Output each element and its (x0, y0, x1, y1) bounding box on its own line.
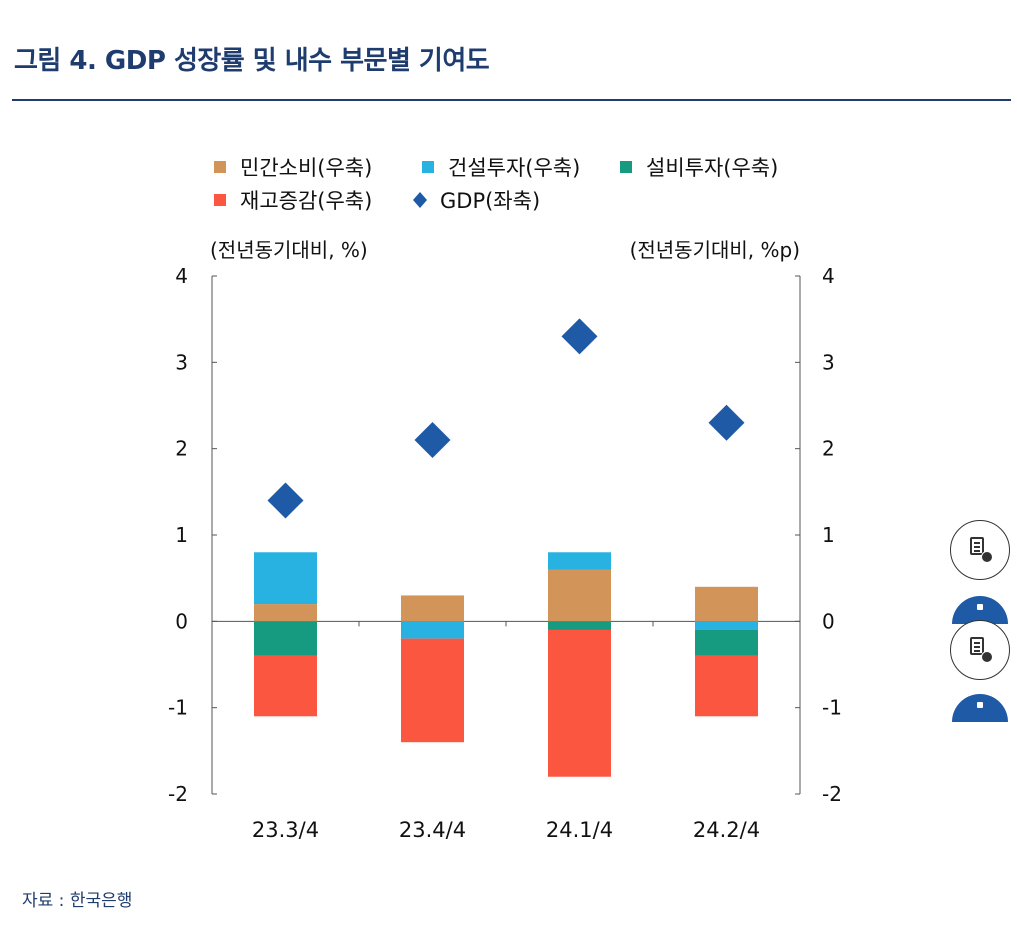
left-axis-label: (전년동기대비, %) (210, 238, 368, 262)
bar-2-24.1/4 (548, 552, 611, 569)
bar-3-24.1/4 (548, 621, 611, 630)
x-tick-labels: 23.3/4 23.4/4 24.1/4 24.2/4 (252, 818, 760, 842)
x-tick-label: 24.1/4 (546, 818, 613, 842)
left-tick-label: 3 (175, 350, 188, 374)
left-tick-label: 1 (175, 523, 188, 547)
bar-1-23.3/4 (254, 604, 317, 621)
legend-label-0: 민간소비(우축) (240, 156, 372, 180)
bar-4-24.1/4 (548, 630, 611, 777)
left-tick-label: 2 (175, 437, 188, 461)
bar-2-23.4/4 (401, 621, 464, 638)
right-tick-label: 0 (822, 609, 835, 633)
bar-4-23.3/4 (254, 656, 317, 716)
bar-4-24.2/4 (695, 656, 758, 716)
left-tick-label: 4 (175, 264, 188, 288)
gdp-point-24.1/4 (562, 318, 598, 354)
left-tick-label: -1 (168, 696, 188, 720)
x-tick-label: 23.4/4 (399, 818, 466, 842)
right-tick-label: -1 (822, 696, 842, 720)
bar-2-23.3/4 (254, 552, 317, 604)
history-button-2[interactable] (950, 620, 1010, 680)
right-tick-label: 2 (822, 437, 835, 461)
right-tick-label: -2 (822, 782, 842, 806)
arrow-icon (977, 702, 983, 708)
bar-1-24.1/4 (548, 570, 611, 622)
gdp-point-23.3/4 (268, 482, 304, 518)
gdp-points (268, 318, 745, 518)
arrow-icon (977, 604, 983, 610)
legend-label-4: GDP(좌축) (440, 189, 540, 213)
x-tick-label: 23.3/4 (252, 818, 319, 842)
legend-swatch-4 (413, 192, 427, 208)
right-axis-label: (전년동기대비, %p) (630, 238, 800, 262)
axes: 4 4 3 3 2 2 1 1 0 0 -1 -1 -2 -2 (168, 264, 842, 806)
x-tick-label: 24.2/4 (693, 818, 760, 842)
legend-swatch-0 (214, 161, 226, 173)
legend-swatch-2 (620, 161, 632, 173)
bar-2-24.2/4 (695, 621, 758, 630)
legend-label-2: 설비투자(우축) (646, 156, 778, 180)
gdp-point-24.2/4 (709, 405, 745, 441)
legend-swatch-1 (422, 161, 434, 173)
history-button[interactable] (950, 520, 1010, 580)
bar-3-24.2/4 (695, 630, 758, 656)
bar-4-23.4/4 (401, 639, 464, 743)
left-tick-label: 0 (175, 609, 188, 633)
bar-1-24.2/4 (695, 587, 758, 622)
legend-label-1: 건설투자(우축) (448, 156, 580, 180)
bars (254, 552, 758, 776)
source-note: 자료 : 한국은행 (22, 886, 132, 911)
bar-1-23.4/4 (401, 595, 464, 621)
right-tick-label: 3 (822, 350, 835, 374)
right-tick-label: 1 (822, 523, 835, 547)
legend-swatch-3 (214, 194, 226, 206)
clock-icon (981, 551, 993, 563)
chart-canvas: 민간소비(우축) 건설투자(우축) 설비투자(우축)재고증감(우축) GDP(좌축) … (0, 0, 1017, 947)
gdp-point-23.4/4 (415, 422, 451, 458)
legend: 민간소비(우축) 건설투자(우축) 설비투자(우축) 재고증감(우축) GDP(좌축) (214, 156, 778, 213)
bar-3-23.3/4 (254, 621, 317, 656)
right-tick-label: 4 (822, 264, 835, 288)
legend-label-3: 재고증감(우축) (240, 189, 372, 213)
clock-icon (981, 651, 993, 663)
left-tick-label: -2 (168, 782, 188, 806)
